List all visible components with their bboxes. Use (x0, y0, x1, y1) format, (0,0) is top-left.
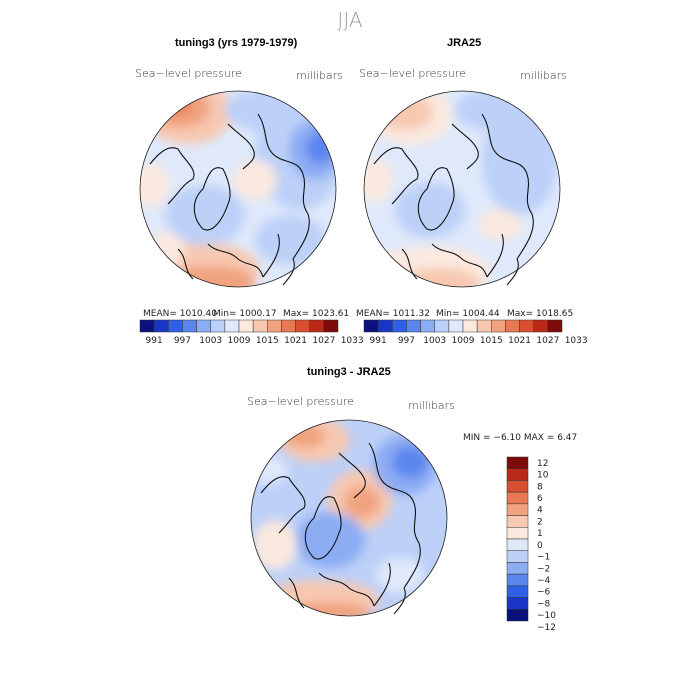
panel3-colorbar-swatch (506, 515, 529, 528)
panel2-colorbar-swatch (491, 319, 506, 333)
panel2-colorbar-tick: 1003 (423, 336, 446, 346)
panel2-title: JRA25 (447, 37, 482, 49)
panel3-colorbar-swatch (506, 503, 529, 516)
panel1-colorbar-swatch (139, 319, 155, 333)
panel3-colorbar-tick: 8 (537, 482, 543, 492)
panel1-colorbar-tick: 1027 (312, 336, 335, 346)
panel2-colorbar-swatch (476, 319, 492, 333)
panel2-colorbar-tick: 1009 (452, 336, 475, 346)
panel1-colorbar-swatch (309, 319, 325, 333)
map1-field (139, 90, 337, 288)
panel2-colorbar: 991 997 1003 1009 1015 1021 1027 1033 (363, 319, 588, 346)
panel1-colorbar-swatch (267, 319, 282, 333)
panel3-colorbar-tick: 10 (537, 471, 549, 481)
panel1-colorbar-tick: 1021 (284, 336, 307, 346)
panel2-colorbar-swatch (462, 319, 478, 333)
panel1-colorbar-tick: 1009 (228, 336, 251, 346)
panel1-max: Max= 1023.61 (283, 309, 350, 319)
panel2-colorbar-swatch (505, 319, 520, 333)
panel3-colorbar-swatch (506, 480, 529, 493)
panel1-colorbar-swatch (323, 319, 339, 333)
panel2-field-label: Sea−level pressure (359, 67, 466, 80)
panel2-colorbar-swatch (363, 319, 379, 333)
panel3-colorbar-tick: −2 (537, 564, 550, 574)
panel1-colorbar-tick: 1033 (341, 336, 364, 346)
panel2-colorbar-swatch (406, 319, 421, 333)
panel3-colorbar-tick: 1 (537, 529, 543, 539)
season-title: JJA (337, 8, 363, 32)
panel3-colorbar-swatch (506, 562, 529, 575)
panel1-colorbar: 991 997 1003 1009 1015 1021 1027 1033 (139, 319, 364, 346)
panel2-colorbar-swatch (547, 319, 563, 333)
panel3-colorbar-swatch (506, 538, 529, 551)
panel3-colorbar-tick: 2 (537, 517, 543, 527)
panel1-colorbar-swatch (182, 319, 197, 333)
map3-field (250, 419, 448, 617)
panel3-colorbar-tick: 12 (537, 459, 548, 469)
panel2-colorbar-swatch (519, 319, 534, 333)
panel1-colorbar-swatch (238, 319, 254, 333)
panel2-min: Min= 1004.44 (436, 309, 500, 319)
panel3-colorbar-tick: −8 (537, 599, 551, 609)
panel2-colorbar-swatch (448, 319, 464, 333)
panel1-colorbar-tick: 1015 (256, 336, 279, 346)
panel1-colorbar-swatch (168, 319, 183, 333)
panel1-colorbar-tick: 997 (174, 336, 191, 346)
panel3-colorbar-swatch (506, 550, 529, 563)
panel3-minmax: MIN = −6.10 MAX = 6.47 (463, 433, 578, 443)
panel1-colorbar-swatch (281, 319, 296, 333)
panel2-colorbar-tick: 1015 (480, 336, 503, 346)
panel1-field-label: Sea−level pressure (135, 67, 242, 80)
panel3-colorbar-tick: −1 (537, 553, 550, 563)
panel2-colorbar-swatch (420, 319, 435, 333)
panel3-colorbar-tick: −12 (537, 623, 556, 633)
panel2-colorbar-swatch (434, 319, 450, 333)
panel3-colorbar-swatch (506, 573, 529, 587)
panel3-field-label: Sea−level pressure (247, 395, 354, 408)
panel2-colorbar-tick: 991 (370, 336, 387, 346)
panel1-colorbar-swatch (295, 319, 310, 333)
panel3-colorbar-tick: 6 (537, 494, 543, 504)
panel3-colorbar-swatch (506, 609, 529, 622)
panel2-colorbar-tick: 997 (398, 336, 415, 346)
panel3-colorbar-swatch (506, 468, 529, 481)
panel1-colorbar-tick: 991 (146, 336, 163, 346)
panel3-colorbar-tick: −10 (537, 611, 556, 621)
panel3-colorbar-tick: −6 (537, 588, 551, 598)
panel3-colorbar-swatch (506, 527, 529, 540)
panel3-colorbar-tick: −4 (537, 576, 551, 586)
map2-field (363, 90, 561, 288)
panel2-colorbar-tick: 1027 (536, 336, 559, 346)
panel3-colorbar-swatch (506, 456, 529, 469)
panel2-mean: MEAN= 1011.32 (356, 309, 430, 319)
panel1-colorbar-swatch (252, 319, 268, 333)
panel2-colorbar-swatch (392, 319, 407, 333)
panel3-title: tuning3 - JRA25 (307, 366, 391, 378)
panel1-colorbar-swatch (210, 319, 226, 333)
panel2-colorbar-swatch (377, 319, 393, 333)
panel1-units: millibars (296, 69, 343, 82)
panel1-colorbar-swatch (196, 319, 211, 333)
panel1-mean: MEAN= 1010.40 (143, 309, 217, 319)
panel3-colorbar-swatch (506, 597, 529, 610)
panel3-units: millibars (408, 399, 455, 412)
panel3-colorbar-swatch (506, 585, 529, 598)
panel3-colorbar-tick: 0 (537, 541, 543, 551)
panel1-colorbar-swatch (153, 319, 169, 333)
panel2-colorbar-tick: 1033 (565, 336, 588, 346)
panel3-colorbar-tick: 4 (537, 506, 543, 516)
panel1-title: tuning3 (yrs 1979-1979) (175, 37, 298, 49)
panel2-colorbar-swatch (533, 319, 549, 333)
panel2-colorbar-tick: 1021 (508, 336, 531, 346)
panel1-colorbar-swatch (224, 319, 240, 333)
panel3-colorbar-swatch (506, 491, 529, 505)
panel2-max: Max= 1018.65 (507, 309, 574, 319)
panel1-colorbar-tick: 1003 (199, 336, 222, 346)
panel2-units: millibars (520, 69, 567, 82)
panel1-min: Min= 1000.17 (213, 309, 277, 319)
